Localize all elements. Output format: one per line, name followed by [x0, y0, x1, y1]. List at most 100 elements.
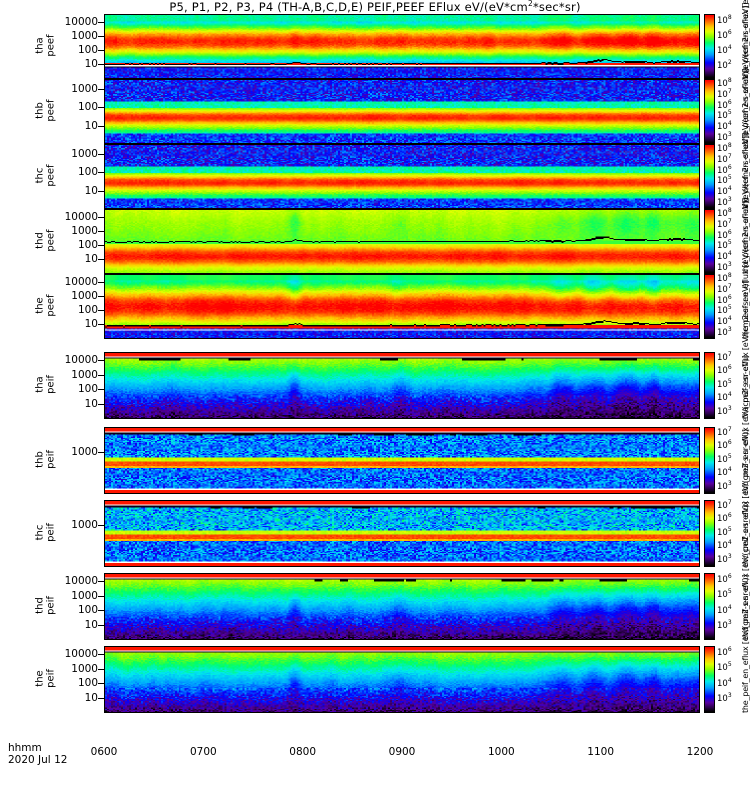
spectrogram-panel-the-peef — [104, 274, 700, 339]
spectrogram-panel-tha-peef — [104, 14, 700, 79]
colorbar-tick-label: 104 — [717, 43, 732, 56]
colorbar-thc-peef — [704, 144, 715, 209]
y-tick-label: 1000 — [71, 368, 98, 381]
colorbar-thb-peif — [704, 427, 715, 494]
colorbar-tick-label: 104 — [717, 603, 732, 616]
panel-label-product: peif — [45, 449, 56, 469]
y-tick-mark — [98, 625, 104, 626]
colorbar-tick-label: 103 — [717, 692, 732, 705]
y-tick-label: 100 — [77, 677, 98, 690]
y-tick-label: 1000 — [71, 29, 98, 42]
colorbar-tick-label: 107 — [717, 87, 732, 100]
x-tick-label: 1100 — [587, 746, 615, 758]
y-tick-mark — [98, 50, 104, 52]
y-tick-mark — [98, 153, 104, 155]
colorbar-tick-label: 105 — [717, 378, 732, 390]
colorbar-tick-label: 103 — [717, 261, 732, 274]
spectrogram-panel-the-peif — [104, 646, 700, 713]
y-tick-mark — [98, 668, 104, 670]
colorbar-tha-peif — [704, 352, 715, 419]
spectrogram-image — [105, 647, 699, 712]
colorbar-tick-label: 104 — [717, 250, 732, 263]
y-tick-label: 1000 — [71, 445, 98, 458]
colorbar-tick-label: 108 — [717, 13, 732, 26]
y-tick-label: 10 — [84, 58, 98, 71]
colorbar-the-peif — [704, 646, 715, 713]
y-tick-mark — [98, 374, 104, 376]
spectrogram-image — [105, 145, 699, 208]
y-tick-label: 100 — [77, 604, 98, 617]
colorbar-gradient — [705, 275, 714, 338]
colorbar-gradient — [705, 501, 714, 566]
colorbar-thb-peef — [704, 79, 715, 144]
x-tick-label: 1000 — [487, 746, 515, 758]
colorbar-tick-label: 106 — [717, 512, 732, 525]
colorbar-tick-label: 103 — [717, 552, 732, 565]
colorbar-tick-label: 108 — [717, 272, 732, 284]
colorbar-tick-label: 104 — [717, 676, 732, 689]
y-tick-label: 10 — [84, 184, 98, 197]
panel-label-probe: thc — [34, 524, 46, 540]
y-tick-label: 100 — [77, 239, 98, 252]
colorbar-tick-label: 108 — [717, 77, 732, 89]
time-stamp-label: hhmm 2020 Jul 12 — [8, 742, 67, 766]
y-tick-mark — [98, 389, 104, 391]
y-tick-mark — [98, 451, 104, 453]
spectrogram-image — [105, 80, 699, 143]
y-tick-mark — [98, 88, 104, 90]
colorbar-tick-label: 106 — [717, 573, 732, 585]
y-tick-mark — [98, 653, 104, 655]
spectrogram-image — [105, 501, 699, 566]
colorbar-tick-label: 107 — [717, 217, 732, 230]
y-tick-label: 10000 — [64, 15, 98, 28]
colorbar-tick-label: 104 — [717, 120, 732, 133]
y-tick-mark — [98, 190, 104, 192]
page-title: P5, P1, P2, P3, P4 (TH-A,B,C,D,E) PEIF,P… — [169, 0, 581, 14]
colorbar-tick-label: 106 — [717, 364, 732, 377]
y-tick-label: 100 — [77, 44, 98, 57]
colorbar-tick-label: 104 — [717, 539, 732, 552]
y-tick-label: 10000 — [64, 353, 98, 366]
y-tick-label: 100 — [77, 383, 98, 396]
y-tick-label: 10000 — [64, 647, 98, 660]
colorbar-gradient — [705, 574, 714, 639]
colorbar-tick-label: 105 — [717, 174, 732, 187]
spectrogram-image — [105, 353, 699, 418]
y-tick-label: 100 — [77, 166, 98, 179]
colorbar-tick-label: 103 — [717, 404, 732, 417]
colorbar-thd-peef — [704, 209, 715, 274]
x-tick-label: 0900 — [388, 746, 416, 758]
spectrogram-panel-thc-peef — [104, 144, 700, 209]
colorbar-tick-label: 103 — [717, 326, 732, 339]
y-tick-label: 1000 — [71, 224, 98, 237]
y-tick-mark — [98, 359, 104, 361]
spectrogram-panel-tha-peif — [104, 352, 700, 419]
spectrogram-image — [105, 15, 699, 78]
y-tick-mark — [98, 610, 104, 612]
colorbar-gradient — [705, 428, 714, 493]
y-tick-label: 10 — [84, 119, 98, 132]
y-tick-label: 10000 — [64, 210, 98, 223]
colorbar-tick-label: 105 — [717, 453, 732, 465]
colorbar-tick-label: 108 — [717, 142, 732, 154]
y-tick-mark — [98, 125, 104, 127]
colorbar-tick-label: 103 — [717, 131, 732, 144]
y-tick-mark — [98, 324, 104, 326]
spectrogram-image — [105, 275, 699, 338]
colorbar-gradient — [705, 15, 714, 78]
colorbar-gradient — [705, 80, 714, 143]
y-tick-mark — [98, 216, 104, 218]
colorbar-tick-label: 107 — [717, 152, 732, 165]
colorbar-gradient — [705, 647, 714, 712]
spectrogram-panel-thc-peif — [104, 500, 700, 567]
colorbar-tick-label: 105 — [717, 526, 732, 538]
colorbar-thc-peif — [704, 500, 715, 567]
y-tick-label: 1000 — [71, 518, 98, 531]
y-tick-label: 10 — [84, 318, 98, 331]
colorbar-tick-label: 108 — [717, 207, 732, 219]
y-tick-mark — [98, 698, 104, 699]
y-tick-label: 10 — [84, 398, 98, 410]
panel-label-probe: thb — [34, 450, 46, 468]
y-tick-mark — [98, 595, 104, 597]
colorbar-tick-label: 102 — [717, 58, 732, 71]
